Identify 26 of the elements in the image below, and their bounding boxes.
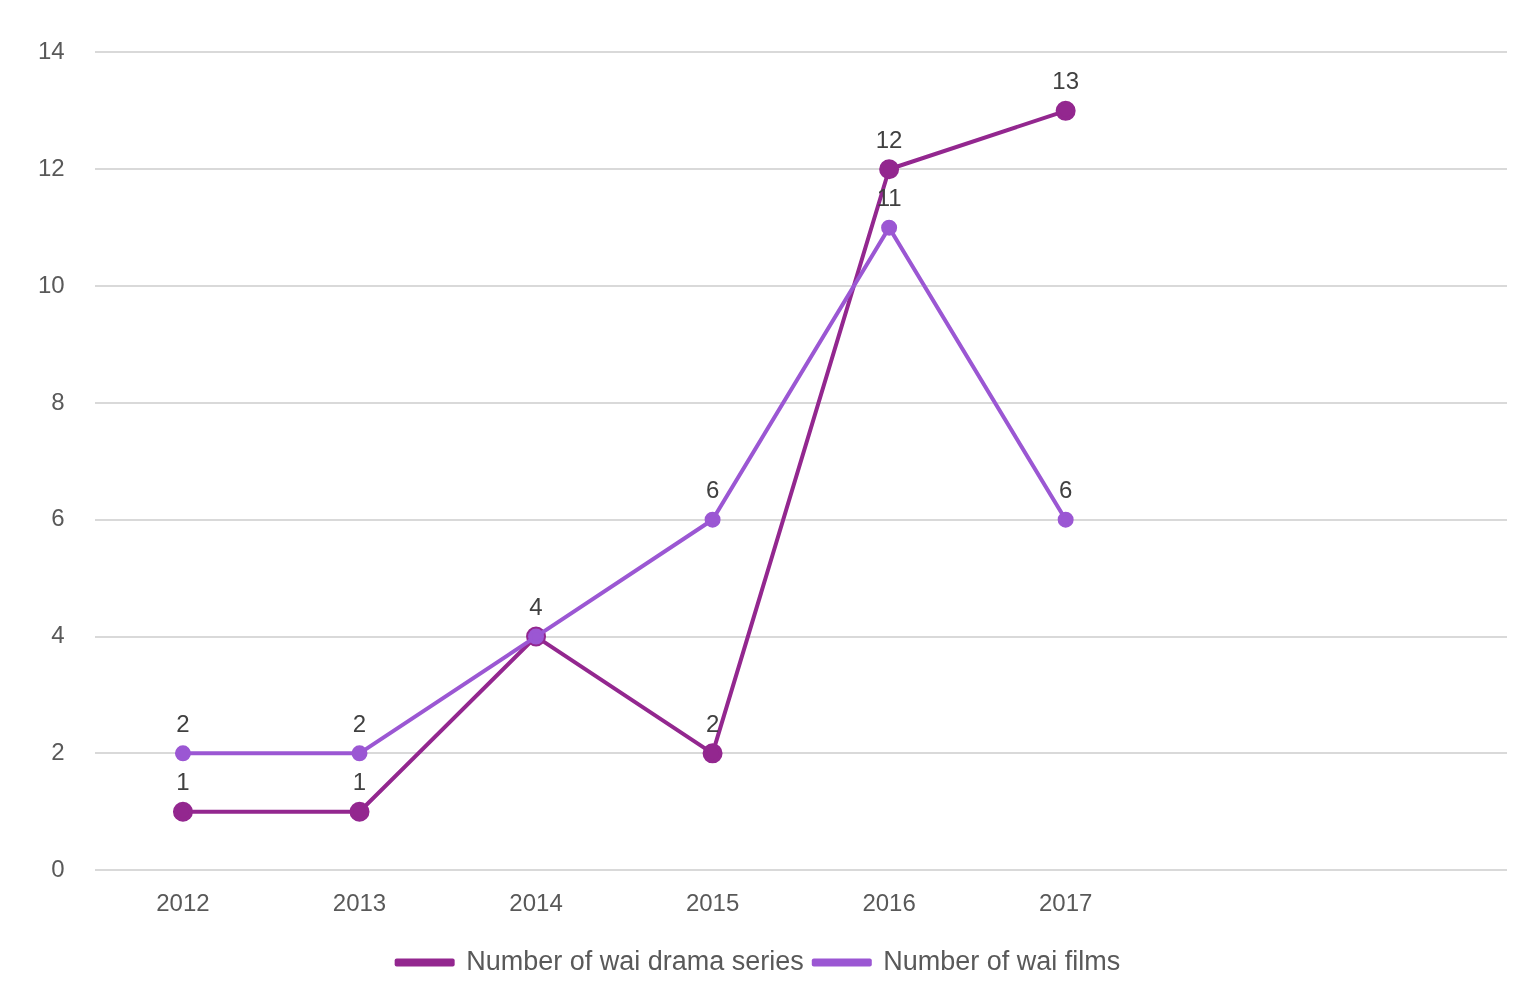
data-label: 1 [176,768,190,796]
y-tick-label: 10 [37,270,65,298]
y-tick-label: 12 [37,153,65,181]
data-label: 6 [1058,476,1073,504]
y-tick-label: 2 [51,738,65,765]
data-label: 13 [1052,67,1080,95]
legend-label: Number of wai films [883,945,1121,976]
y-tick-label: 14 [37,37,65,65]
data-label: 1 [352,768,367,796]
data-label: 2 [705,710,720,737]
y-tick-label: 4 [51,621,65,649]
data-label: 2 [176,710,190,737]
y-tick-label: 8 [51,387,65,415]
data-label: 2 [352,710,367,737]
data-label: 12 [875,125,903,153]
legend-label: Number of wai drama series [466,945,804,976]
data-label: 6 [705,476,720,504]
x-tick-label: 2016 [862,889,916,917]
data-label: 4 [529,593,543,621]
x-tick-label: 2012 [156,889,210,917]
y-tick-label: 0 [51,854,65,882]
x-tick-label: 2013 [332,889,387,917]
y-tick-label: 6 [51,504,65,532]
x-tick-label: 2017 [1038,889,1093,917]
x-tick-label: 2014 [509,889,563,917]
x-tick-label: 2015 [685,889,740,917]
